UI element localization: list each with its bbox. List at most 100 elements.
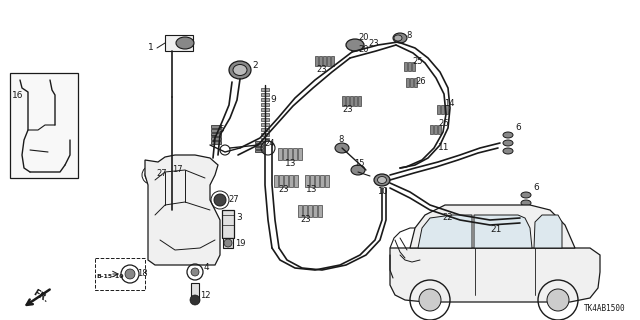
Bar — [410, 78, 413, 87]
Ellipse shape — [503, 140, 513, 146]
Text: 1: 1 — [148, 44, 154, 52]
Bar — [261, 103, 269, 106]
Bar — [165, 35, 193, 51]
Bar — [284, 175, 288, 187]
Text: 13: 13 — [285, 158, 296, 167]
Bar — [278, 148, 282, 160]
Text: 8: 8 — [338, 135, 344, 145]
Ellipse shape — [521, 208, 531, 214]
Ellipse shape — [233, 65, 247, 76]
Text: 23: 23 — [316, 65, 326, 74]
Text: 20: 20 — [358, 45, 369, 54]
Polygon shape — [534, 215, 562, 248]
Text: 26: 26 — [415, 77, 426, 86]
Bar — [318, 205, 322, 217]
Text: 14: 14 — [444, 99, 454, 108]
Bar — [331, 56, 334, 66]
Ellipse shape — [503, 148, 513, 154]
Bar — [438, 125, 441, 134]
Bar — [313, 205, 317, 217]
Bar — [255, 147, 263, 149]
Bar — [10, 73, 78, 178]
Text: 26: 26 — [438, 119, 449, 129]
Bar — [441, 105, 444, 114]
Text: 24: 24 — [264, 139, 275, 148]
Bar — [406, 78, 409, 87]
Bar — [342, 96, 345, 106]
Bar — [211, 141, 221, 144]
Bar — [298, 148, 302, 160]
Text: 23: 23 — [342, 105, 353, 114]
Bar — [255, 141, 263, 143]
Bar — [261, 123, 269, 126]
Polygon shape — [418, 215, 472, 248]
Circle shape — [419, 289, 441, 311]
Ellipse shape — [393, 33, 407, 43]
Bar — [354, 96, 357, 106]
Text: 23: 23 — [300, 215, 310, 225]
Bar — [320, 175, 324, 187]
Bar — [261, 108, 269, 111]
Bar — [223, 238, 233, 248]
Bar — [289, 175, 293, 187]
Text: 13: 13 — [306, 186, 317, 195]
Polygon shape — [410, 205, 575, 248]
Bar — [211, 137, 221, 140]
Bar — [298, 205, 302, 217]
Text: 8: 8 — [406, 30, 412, 39]
Text: FR.: FR. — [31, 288, 49, 304]
Bar — [283, 148, 287, 160]
Bar — [261, 128, 269, 131]
Bar — [448, 205, 451, 214]
Text: 2: 2 — [252, 60, 258, 69]
Bar — [325, 175, 329, 187]
Bar — [211, 125, 221, 128]
Bar — [255, 150, 263, 152]
Bar — [408, 62, 411, 71]
Text: 20: 20 — [358, 34, 369, 43]
Circle shape — [547, 289, 569, 311]
Bar — [293, 148, 297, 160]
Bar — [95, 258, 145, 290]
Bar — [315, 56, 318, 66]
Bar — [456, 205, 459, 214]
Circle shape — [190, 295, 200, 305]
Bar — [437, 105, 440, 114]
Text: 19: 19 — [235, 238, 246, 247]
Bar — [430, 125, 433, 134]
Ellipse shape — [374, 174, 390, 186]
Ellipse shape — [521, 200, 531, 206]
Ellipse shape — [346, 39, 364, 51]
Text: 27: 27 — [228, 196, 239, 204]
Text: 27: 27 — [156, 170, 166, 179]
Bar — [211, 129, 221, 132]
Bar — [414, 78, 417, 87]
Bar — [327, 56, 330, 66]
Text: 6: 6 — [533, 183, 539, 193]
Bar — [350, 96, 353, 106]
Polygon shape — [390, 248, 600, 302]
Bar — [323, 56, 326, 66]
Text: 22: 22 — [443, 213, 453, 222]
Text: 4: 4 — [204, 263, 210, 273]
Polygon shape — [474, 215, 532, 248]
Bar — [445, 105, 448, 114]
Bar — [434, 125, 437, 134]
Bar — [261, 138, 269, 141]
Text: 25: 25 — [412, 58, 422, 67]
Bar — [261, 133, 269, 136]
Polygon shape — [145, 155, 220, 265]
Bar — [294, 175, 298, 187]
Text: 11: 11 — [438, 143, 449, 153]
Circle shape — [145, 169, 157, 181]
Bar — [452, 205, 455, 214]
Ellipse shape — [503, 132, 513, 138]
Ellipse shape — [176, 37, 194, 49]
Bar — [211, 133, 221, 136]
Text: 23: 23 — [278, 186, 289, 195]
Bar — [261, 98, 269, 101]
Ellipse shape — [351, 165, 365, 175]
Circle shape — [214, 194, 226, 206]
Text: 23: 23 — [368, 38, 379, 47]
Text: 10: 10 — [377, 188, 387, 196]
